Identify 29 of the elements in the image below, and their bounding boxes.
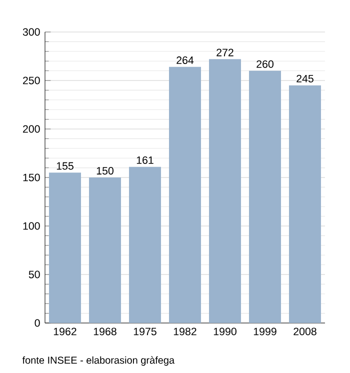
data-label: 260 xyxy=(256,60,274,68)
data-label: 245 xyxy=(296,74,314,82)
data-label: 264 xyxy=(176,56,194,64)
y-tick-label: 300 xyxy=(22,28,40,36)
data-label: 155 xyxy=(56,162,74,170)
bar xyxy=(128,166,161,323)
y-tick-label: 250 xyxy=(23,76,40,84)
bar xyxy=(49,172,81,323)
data-label: 150 xyxy=(96,167,114,175)
source-note: fonte INSEE - elaborasion gràfega xyxy=(22,356,175,366)
x-tick-label: 1968 xyxy=(94,328,116,336)
y-tick-label: 150 xyxy=(23,174,40,182)
y-tick-label: 200 xyxy=(23,125,40,133)
x-tick-label: 2008 xyxy=(294,328,316,336)
y-tick-label: 100 xyxy=(23,222,40,230)
x-tick-label: 1975 xyxy=(134,328,156,336)
bar xyxy=(89,177,121,323)
y-tick-label: 50 xyxy=(28,270,40,278)
data-label: 161 xyxy=(136,156,154,164)
x-tick-label: 1962 xyxy=(54,328,76,336)
x-tick-label: 1999 xyxy=(254,328,276,336)
bar xyxy=(288,85,321,323)
x-tick-label: 1990 xyxy=(214,328,236,336)
x-tick-label: 1982 xyxy=(174,328,196,336)
y-tick-label: 0 xyxy=(34,319,40,327)
bar xyxy=(168,66,201,323)
bar xyxy=(208,59,241,323)
data-label: 272 xyxy=(216,48,234,56)
bar xyxy=(248,70,281,323)
